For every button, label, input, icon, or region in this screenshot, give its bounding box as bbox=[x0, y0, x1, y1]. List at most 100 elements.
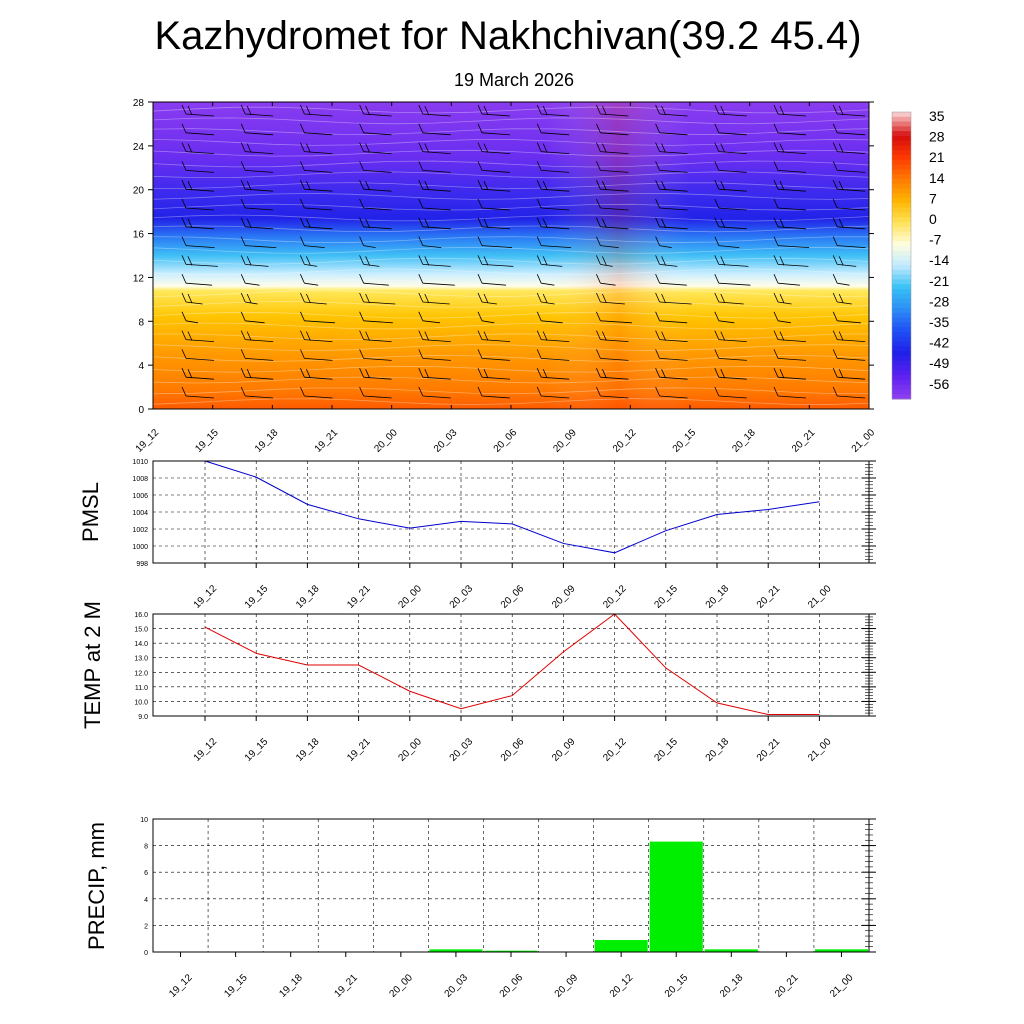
colorbar-segment bbox=[892, 188, 911, 194]
cross-section-shading bbox=[153, 102, 869, 409]
colorbar-segment bbox=[892, 317, 911, 323]
wind-barb bbox=[714, 198, 747, 211]
colorbar-segment bbox=[892, 145, 911, 151]
wind-barb bbox=[714, 274, 751, 286]
wind-barb bbox=[655, 104, 688, 117]
wind-barb bbox=[536, 236, 572, 248]
contour-line bbox=[153, 247, 869, 254]
wind-barb bbox=[418, 311, 441, 324]
pmsl-series-line bbox=[204, 460, 820, 554]
wind-barb bbox=[773, 311, 792, 324]
contour-line bbox=[153, 344, 869, 351]
wind-barb bbox=[418, 142, 451, 154]
x-tick-label: 20_09 bbox=[550, 583, 578, 611]
colorbar-segment bbox=[892, 360, 911, 367]
colorbar-segment bbox=[892, 260, 911, 266]
colorbar-segment bbox=[892, 112, 911, 118]
x-tick-label: 19_21 bbox=[332, 972, 360, 1000]
wind-barb bbox=[240, 142, 274, 154]
colorbar-segment bbox=[892, 116, 911, 123]
colorbar-segment bbox=[892, 231, 911, 237]
precip-bars bbox=[429, 841, 868, 952]
wind-barb bbox=[832, 292, 852, 305]
wind-barb bbox=[714, 349, 747, 361]
wind-barb bbox=[596, 123, 629, 136]
wind-barb bbox=[655, 198, 688, 211]
contour-line bbox=[153, 106, 869, 114]
colorbar-segment bbox=[892, 308, 911, 314]
wind-barb bbox=[300, 123, 333, 136]
contour-line bbox=[153, 387, 869, 395]
y-tick-label: 9.0 bbox=[138, 714, 148, 721]
pmsl-axes: 998 1000 1002 1004 1006 1008 1010 19_12 19_15 19_… bbox=[132, 459, 876, 611]
wind-barb bbox=[773, 180, 807, 192]
colorbar-frame bbox=[891, 111, 912, 400]
y-tick-label: 13.0 bbox=[134, 656, 148, 663]
x-tick-label: 20_06 bbox=[499, 583, 527, 611]
wind-barb bbox=[477, 123, 511, 136]
wind-barb bbox=[477, 330, 511, 342]
xs-x-tick-label: 19_18 bbox=[253, 427, 281, 455]
wind-barb bbox=[832, 311, 861, 324]
colorbar-segment bbox=[892, 207, 911, 213]
wind-barb bbox=[240, 123, 274, 136]
colorbar-label: 7 bbox=[929, 190, 937, 206]
wind-barb bbox=[773, 386, 807, 399]
wind-barb bbox=[240, 236, 277, 248]
x-tick-label: 20_18 bbox=[718, 972, 746, 1000]
contour-line bbox=[153, 117, 869, 125]
wind-barb bbox=[240, 292, 258, 305]
x-tick-label: 19_21 bbox=[345, 736, 373, 764]
wind-barb bbox=[477, 217, 511, 230]
wind-barb bbox=[240, 349, 274, 361]
wind-barb bbox=[181, 386, 215, 399]
wind-barb bbox=[596, 142, 629, 154]
precip-grid bbox=[152, 818, 869, 953]
colorbar-segment bbox=[892, 250, 911, 256]
y-tick-label: 998 bbox=[136, 561, 148, 568]
precip-bar bbox=[429, 949, 483, 952]
wind-barb bbox=[714, 292, 744, 305]
xs-y-tick-label: 4 bbox=[138, 361, 144, 372]
wind-barb bbox=[536, 274, 555, 286]
colorbar-segment bbox=[892, 126, 911, 132]
wind-barb bbox=[773, 255, 809, 267]
wind-barb bbox=[181, 142, 215, 154]
wind-barb bbox=[832, 217, 866, 230]
wind-barb bbox=[596, 368, 629, 380]
wind-barb bbox=[418, 255, 451, 267]
wind-barb bbox=[536, 104, 570, 117]
x-tick-label: 21_00 bbox=[806, 583, 834, 611]
wind-barb bbox=[477, 349, 511, 361]
wind-barb bbox=[300, 198, 333, 211]
x-tick-label: 20_00 bbox=[396, 736, 424, 764]
x-tick-label: 19_12 bbox=[192, 736, 220, 764]
wind-barb bbox=[477, 161, 511, 173]
wind-barb bbox=[240, 311, 265, 324]
xs-x-tick-label: 19_15 bbox=[193, 427, 221, 455]
x-tick-label: 20_12 bbox=[608, 972, 636, 1000]
contour-line bbox=[153, 225, 869, 233]
y-tick-label: 12.0 bbox=[134, 670, 148, 677]
xs-x-tick-label: 20_00 bbox=[372, 427, 400, 455]
wind-barb bbox=[714, 123, 747, 136]
wind-barb bbox=[773, 217, 807, 230]
colorbar-label: -28 bbox=[929, 293, 949, 309]
wind-barb bbox=[181, 198, 215, 211]
wind-barb bbox=[714, 386, 747, 399]
colorbar-segment bbox=[892, 245, 911, 252]
wind-barb bbox=[477, 236, 513, 248]
x-tick-label: 19_18 bbox=[294, 736, 322, 764]
wind-barb bbox=[655, 161, 688, 173]
wind-barb bbox=[359, 349, 392, 361]
wind-barb bbox=[832, 255, 857, 267]
temp-axes: 9.0 10.0 11.0 12.0 13.0 14.0 15.0 16.0 19_12 19_1… bbox=[134, 612, 876, 764]
colorbar-label: -7 bbox=[929, 232, 942, 248]
wind-barb bbox=[418, 123, 451, 136]
x-tick-label: 19_15 bbox=[243, 736, 271, 764]
colorbar-segment bbox=[892, 236, 911, 242]
wind-barb bbox=[773, 236, 810, 248]
wind-barb bbox=[181, 349, 215, 361]
wind-barb bbox=[359, 161, 392, 173]
x-tick-label: 19_18 bbox=[294, 583, 322, 611]
